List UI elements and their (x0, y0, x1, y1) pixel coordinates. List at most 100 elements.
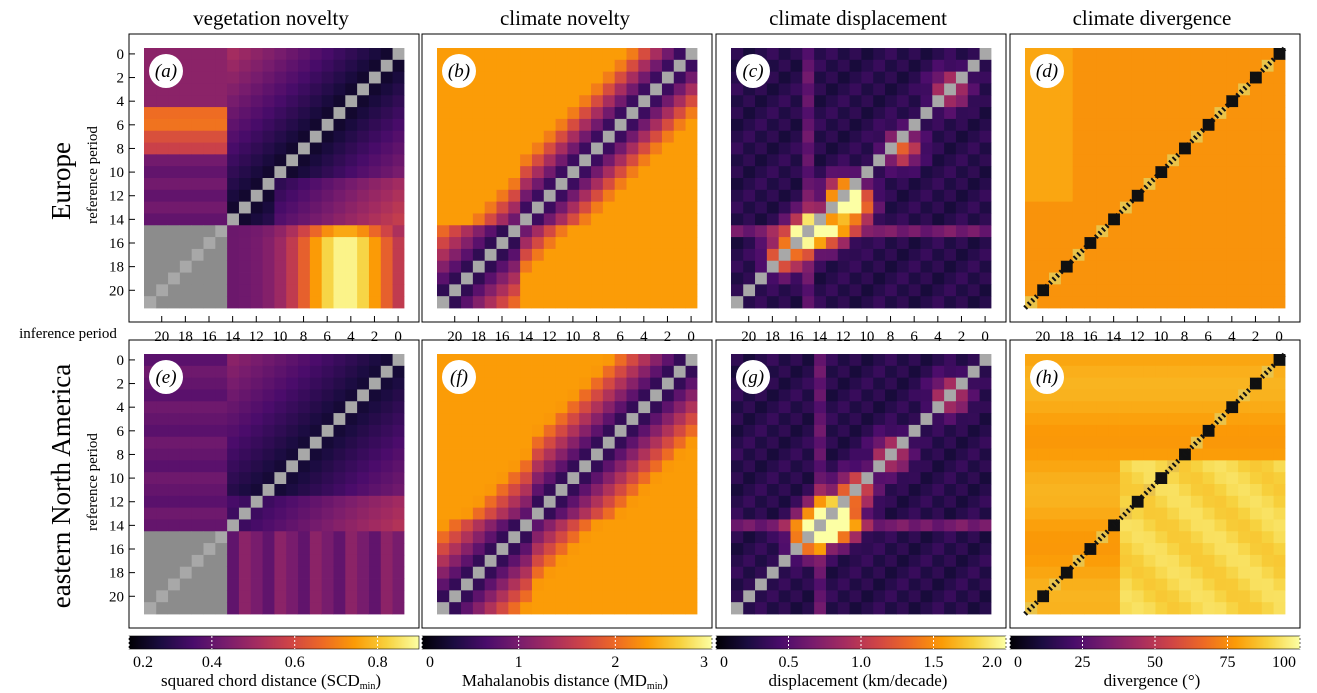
heat-cell (1225, 48, 1239, 61)
heat-cell (1237, 519, 1250, 532)
heat-cell (333, 296, 346, 309)
heat-cell (203, 130, 216, 143)
heat-cell (1273, 436, 1286, 449)
heat-cell (1025, 401, 1038, 414)
heat-cell (626, 460, 639, 473)
heat-cell (531, 83, 544, 96)
heat-cell (920, 166, 933, 179)
heat-cell (380, 107, 393, 120)
heat-cell (742, 260, 756, 273)
heat-cell (813, 590, 826, 603)
heat-cell (262, 237, 275, 250)
heat-cell (472, 578, 485, 591)
x-tick-label: 16 (495, 329, 511, 345)
heat-cell (203, 389, 216, 402)
heat-cell (637, 413, 651, 426)
heat-cell (250, 354, 263, 367)
heat-cell (884, 448, 897, 461)
heat-cell (766, 237, 779, 250)
heat-cell (778, 142, 791, 155)
heat-cell (578, 142, 592, 155)
heat-cell (507, 107, 521, 120)
heat-cell (908, 95, 921, 108)
heat-cell (920, 554, 933, 568)
heat-cell (309, 519, 322, 532)
heat-cell (555, 130, 568, 143)
heat-cell (1119, 130, 1132, 143)
x-tick-label: 6 (616, 329, 624, 345)
heat-cell (519, 154, 532, 167)
heat-cell (661, 95, 674, 108)
heat-cell (1225, 260, 1239, 273)
heat-cell (226, 166, 239, 179)
heat-cell (825, 472, 838, 485)
heat-cell (484, 83, 497, 96)
heat-cell (614, 71, 627, 84)
heat-cell (778, 95, 791, 108)
heat-cell (1095, 472, 1109, 485)
heat-cell (1131, 142, 1144, 155)
heat-cell (519, 166, 532, 179)
heat-cell (884, 365, 897, 379)
heat-cell (543, 154, 556, 167)
heat-cell (472, 507, 485, 520)
heat-cell (813, 448, 826, 461)
heat-cell (1155, 377, 1168, 390)
heat-cell (496, 377, 509, 390)
heat-cell (884, 472, 897, 485)
heat-cell (531, 436, 544, 449)
heat-cell (649, 71, 662, 84)
heat-cell (825, 130, 838, 143)
heat-cell (790, 401, 803, 414)
heat-cell (250, 590, 263, 603)
heat-cell (392, 296, 405, 309)
heat-cell (531, 225, 544, 238)
heat-cell (685, 365, 698, 379)
heat-cell (1237, 507, 1250, 520)
heat-cell (333, 389, 346, 402)
heat-cell (731, 272, 744, 285)
heat-cell (507, 130, 521, 143)
heat-cell (567, 602, 580, 615)
heat-cell (742, 284, 756, 297)
heat-cell (931, 436, 945, 449)
heat-cell (1119, 213, 1132, 226)
heat-cell (626, 590, 639, 603)
heat-cell (825, 142, 838, 155)
heat-cell (392, 59, 405, 73)
heat-cell (578, 178, 592, 191)
heat-cell (484, 213, 497, 226)
heat-cell (203, 460, 216, 473)
heat-cell (167, 154, 180, 167)
heat-cell (507, 495, 521, 509)
heat-cell (448, 225, 462, 238)
heat-cell (1190, 389, 1203, 402)
heat-cell (250, 237, 263, 250)
heat-cell (1072, 401, 1085, 414)
heat-cell (1202, 48, 1215, 61)
heat-cell (555, 272, 568, 285)
heat-cell (731, 507, 744, 520)
heat-cell (1048, 130, 1061, 143)
heat-cell (590, 354, 603, 367)
heat-cell (1036, 401, 1050, 414)
heat-cell (1261, 83, 1274, 96)
heat-cell (1237, 95, 1250, 108)
heat-cell (673, 377, 686, 390)
heat-cell (1202, 71, 1215, 84)
heat-cell (731, 484, 744, 497)
heat-cell (191, 578, 204, 591)
heat-cell (1155, 59, 1168, 73)
heat-cell (344, 284, 358, 297)
heat-cell (1048, 543, 1061, 556)
heat-cell (1060, 48, 1073, 61)
heat-cell (1119, 48, 1132, 61)
heat-cell (262, 401, 275, 414)
heat-cell (1060, 189, 1073, 203)
heat-cell (1107, 71, 1120, 84)
heat-cell (333, 166, 346, 179)
heat-cell (460, 130, 473, 143)
heat-cell (203, 166, 216, 179)
heat-cell (884, 531, 897, 544)
heat-cell (1237, 118, 1250, 132)
